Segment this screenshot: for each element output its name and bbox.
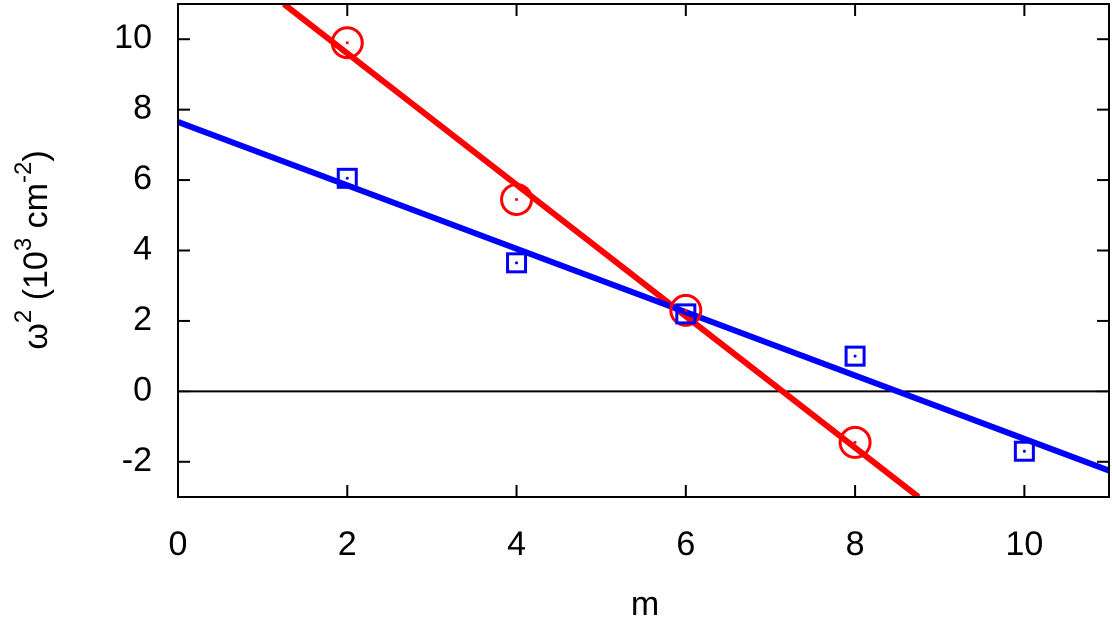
- x-tick-label: 10: [1005, 525, 1043, 563]
- point-center: [515, 261, 519, 265]
- y-axis-label-part: ω: [17, 323, 55, 350]
- point-center: [853, 440, 857, 444]
- point-center: [515, 197, 519, 201]
- x-tick-label: 2: [338, 525, 357, 563]
- data-point: [844, 345, 866, 367]
- data-point: [500, 182, 534, 216]
- x-tick-label: 8: [846, 525, 865, 563]
- y-tick-label: 4: [133, 229, 152, 267]
- plot-frame: [177, 3, 1110, 498]
- point-center: [345, 176, 349, 180]
- data-point: [675, 303, 697, 325]
- y-axis-label-part: 2: [10, 310, 37, 323]
- y-axis-label-part: cm: [17, 183, 55, 238]
- y-axis-label: ω2 (103 cm-2): [10, 150, 55, 349]
- x-tick-label: 6: [676, 525, 695, 563]
- y-axis-label-part: 3: [10, 238, 37, 251]
- y-tick-label: -2: [122, 441, 152, 479]
- point-center: [684, 312, 688, 316]
- y-tick-label: 10: [114, 18, 152, 56]
- point-center: [345, 41, 349, 45]
- data-point: [669, 293, 703, 327]
- y-axis-label-part: -2: [10, 162, 37, 183]
- x-axis-label: m: [631, 585, 659, 620]
- fit-line: [178, 119, 1109, 474]
- data-point: [336, 167, 358, 189]
- x-tick-label: 0: [169, 525, 188, 563]
- y-tick-label: 6: [133, 159, 152, 197]
- y-tick-label: 0: [133, 370, 152, 408]
- y-axis-label-part: (10: [17, 251, 55, 310]
- data-point: [506, 252, 528, 274]
- data-point: [838, 425, 872, 459]
- y-tick-label: 2: [133, 300, 152, 338]
- y-axis-label-part: ): [17, 150, 55, 161]
- point-center: [1022, 449, 1026, 453]
- data-point: [1013, 440, 1035, 462]
- x-tick-label: 4: [507, 525, 526, 563]
- fit-line: [281, 4, 921, 497]
- point-center: [853, 354, 857, 358]
- point-center: [684, 308, 688, 312]
- data-point: [330, 26, 364, 60]
- y-tick-label: 8: [133, 89, 152, 127]
